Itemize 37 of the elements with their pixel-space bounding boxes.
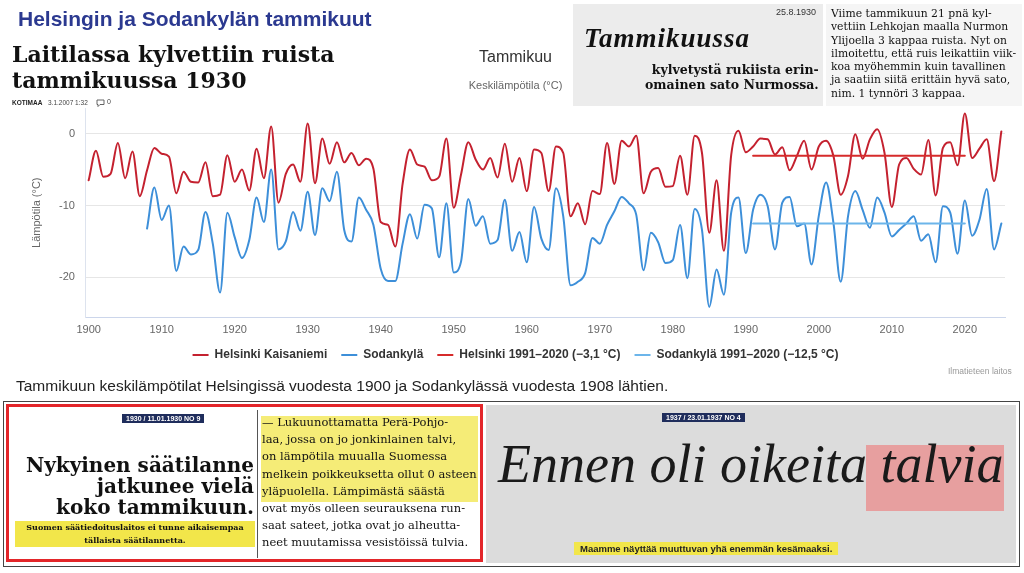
chart-title: Tammikuu <box>479 48 552 66</box>
y-axis-title: Lämpötila (°C) <box>29 177 42 248</box>
text: Laitilassa kylvettiin ruista tammikuussa 1930 <box>12 41 335 93</box>
text: Tammikuun keskilämpötilat Helsingissä vuodesta 1900 ja Sodankylässä vuodesta 1908 lähtien. <box>16 377 669 395</box>
text: Tammikuussa <box>584 23 751 54</box>
text: Nykyinen säätilanne jatkunee vielä koko tammikuun. <box>24 453 254 519</box>
text: Helsingin ja Sodankylän tammikuut <box>18 7 372 31</box>
x-tick-label: 1940 <box>368 322 393 335</box>
y-tick-label: -10 <box>59 198 75 211</box>
y-tick-label: -20 <box>59 270 75 283</box>
x-tick-label: 2000 <box>806 322 832 335</box>
x-tick-label: 2010 <box>879 322 905 335</box>
line-series <box>87 112 1003 252</box>
x-tick-label: 1930 <box>295 322 320 335</box>
chart-subtitle: Keskilämpötila (°C) <box>468 78 563 91</box>
text: 25.8.1930 <box>776 7 817 17</box>
legend-label: Sodankylä <box>363 347 424 362</box>
text: Suomen säätiedoituslaitos ei tunne aikaisempaa tällaista säätilannetta. <box>15 521 255 547</box>
line-series <box>146 168 1003 308</box>
legend-label: Sodankylä 1991–2020 (−12,5 °C) <box>656 347 839 362</box>
text: — Lukuunottamatta Perä-Pohjo- laa, jossa on jo jonkinlainen talvi, on lämpötila muualla Suomessa melkein poikkeuksetta ollut 0 asteen yläpuolella. Lämpimästä säästä ovat myös olleen seurauksena run- saat sateet, jotka ovat jo alheutta- neet muutamissa vesistöissä tulvia. <box>262 414 477 552</box>
legend-label: Helsinki Kaisaniemi <box>214 347 328 362</box>
x-tick-label: 1980 <box>660 322 686 335</box>
text: Ilmatieteen laitos <box>948 366 1012 376</box>
x-tick-label: 1920 <box>222 322 247 335</box>
x-tick-label: 1990 <box>733 322 759 335</box>
legend-label: Helsinki 1991–2020 (−3,1 °C) <box>459 347 621 362</box>
x-tick-label: 1910 <box>149 322 174 335</box>
x-tick-label: 1970 <box>587 322 612 335</box>
x-tick-label: 2020 <box>952 322 978 335</box>
y-tick-label: 0 <box>68 126 75 139</box>
x-tick-label: 1960 <box>514 322 539 335</box>
text: Ennen oli oikeita talvia <box>498 433 1004 495</box>
x-tick-label: 1950 <box>441 322 466 335</box>
x-tick-label: 1900 <box>76 322 101 335</box>
text: kylvetystä rukiista erin- omainen sato Nurmossa. <box>645 62 819 92</box>
text: Maamme näyttää muuttuvan yhä enemmän kesämaaksi. <box>574 542 839 555</box>
